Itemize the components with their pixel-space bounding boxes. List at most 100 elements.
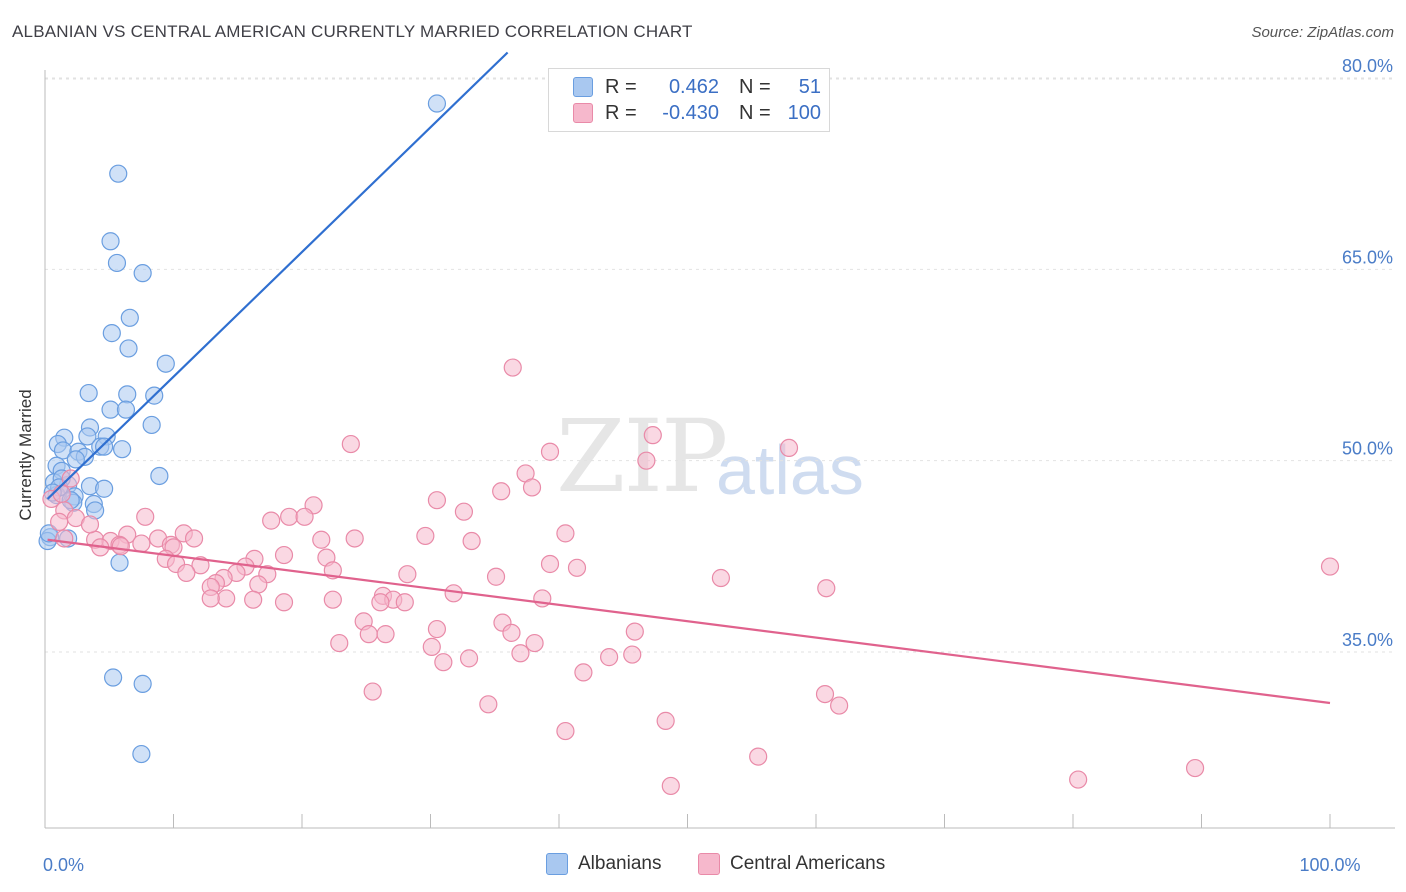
central-americans-swatch	[573, 103, 593, 123]
n-label: N =	[739, 101, 771, 124]
y-tick-label: 50.0%	[1342, 439, 1393, 459]
albanians-point	[119, 339, 138, 358]
central-americans-point	[427, 491, 447, 510]
albanians-trend-line	[46, 51, 509, 500]
legend-row-albanians: R = 0.462 N = 51	[573, 74, 821, 100]
central-americans-trend-line	[47, 538, 1331, 705]
central-americans-point	[434, 653, 453, 672]
central-americans-point	[600, 648, 619, 667]
central-americans-point	[459, 649, 479, 668]
source-label: Source: ZipAtlas.com	[1251, 24, 1394, 41]
central-americans-point	[422, 637, 441, 656]
central-americans-point	[274, 545, 294, 565]
central-americans-point	[398, 565, 417, 584]
central-americans-point	[486, 567, 506, 586]
x-tick-label: 100.0%	[1299, 855, 1360, 875]
albanians-point	[120, 308, 139, 327]
central-americans-legend-label: Central Americans	[730, 853, 886, 874]
central-americans-point	[1069, 770, 1088, 789]
central-americans-point	[427, 619, 447, 639]
central-americans-point	[359, 625, 378, 644]
albanians-point	[95, 479, 114, 498]
legend-row-central-americans: R = -0.430 N = 100	[573, 100, 821, 126]
central-americans-point	[136, 507, 155, 526]
central-americans-point	[416, 526, 435, 546]
central-americans-point	[111, 537, 130, 556]
albanians-legend-swatch	[546, 853, 568, 875]
central-americans-point	[52, 484, 71, 503]
central-americans-point	[454, 502, 474, 521]
albanians-point	[156, 354, 175, 373]
stats-legend: R = 0.462 N = 51 R = -0.430 N = 100	[548, 68, 830, 132]
central-americans-point	[330, 633, 349, 653]
albanians-legend-label: Albanians	[578, 853, 662, 874]
central-americans-point	[661, 776, 680, 796]
r-label: R =	[605, 101, 637, 124]
albanians-point	[150, 466, 169, 486]
central-americans-point	[462, 531, 481, 551]
central-americans-point	[295, 507, 314, 526]
albanians-point	[142, 415, 161, 435]
central-americans-point	[341, 434, 360, 454]
albanians-point	[112, 440, 132, 459]
central-americans-point	[132, 534, 151, 553]
bottom-legend-albanians: Albanians	[546, 852, 661, 876]
albanians-point	[118, 385, 137, 404]
albanians-point	[104, 668, 123, 687]
central-americans-point	[345, 529, 364, 548]
central-americans-point	[830, 696, 849, 715]
central-americans-point	[656, 711, 675, 730]
y-tick-label: 80.0%	[1342, 56, 1393, 76]
central-americans-point	[61, 469, 80, 488]
central-americans-point	[637, 451, 656, 470]
central-americans-point	[395, 593, 414, 612]
r-label: R =	[605, 75, 637, 98]
central-americans-point	[50, 512, 69, 531]
albanians-point	[78, 427, 97, 446]
central-americans-point	[556, 524, 575, 543]
n-value: 100	[787, 101, 821, 124]
central-americans-point	[363, 682, 382, 701]
n-label: N =	[739, 75, 771, 98]
central-americans-point	[749, 747, 768, 766]
central-americans-point	[511, 644, 530, 663]
y-tick-label: 35.0%	[1342, 630, 1393, 650]
central-americans-point	[492, 482, 511, 501]
central-americans-point	[625, 622, 644, 641]
albanians-point	[95, 437, 114, 456]
r-value: -0.430	[662, 101, 719, 124]
central-americans-point	[376, 625, 395, 644]
central-americans-point	[711, 568, 731, 588]
albanians-point	[110, 553, 129, 572]
albanians-point	[109, 164, 128, 183]
x-tick-label: 0.0%	[43, 855, 84, 875]
central-americans-point	[574, 663, 593, 682]
central-americans-point	[244, 590, 263, 609]
central-americans-point	[525, 633, 544, 653]
central-americans-point	[817, 579, 836, 598]
central-americans-point	[567, 558, 587, 577]
y-tick-label: 65.0%	[1342, 247, 1393, 267]
central-americans-point	[502, 623, 521, 642]
n-value: 51	[798, 75, 821, 98]
central-americans-point	[217, 589, 236, 608]
central-americans-point	[55, 529, 74, 548]
albanians-point	[101, 400, 120, 419]
central-americans-point	[522, 478, 542, 497]
central-americans-point	[80, 515, 100, 534]
central-americans-point	[623, 645, 642, 664]
albanians-point	[132, 744, 151, 764]
central-americans-point	[815, 684, 835, 704]
central-americans-legend-swatch	[698, 853, 720, 875]
central-americans-point	[503, 358, 522, 377]
central-americans-point	[371, 593, 390, 612]
central-americans-point	[779, 438, 799, 458]
central-americans-point	[177, 563, 196, 583]
central-americans-point	[444, 584, 463, 603]
central-americans-point	[323, 590, 342, 609]
chart-title: ALBANIAN VS CENTRAL AMERICAN CURRENTLY M…	[12, 22, 693, 41]
central-americans-point	[184, 529, 204, 548]
central-americans-point	[249, 575, 268, 594]
central-americans-point	[191, 556, 210, 575]
